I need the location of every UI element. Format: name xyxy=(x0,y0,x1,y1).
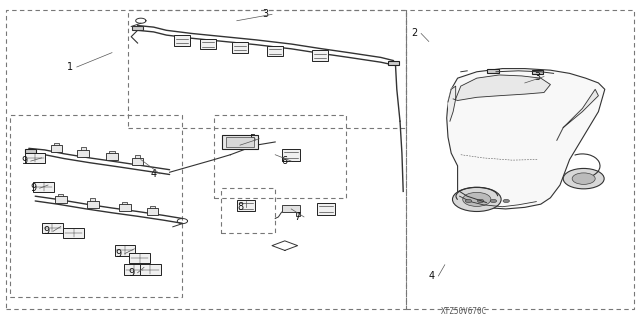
Circle shape xyxy=(572,173,595,184)
Bar xyxy=(54,143,59,145)
Bar xyxy=(487,69,499,73)
Text: 3: 3 xyxy=(262,9,269,19)
Text: 4: 4 xyxy=(150,169,157,179)
Text: XTZ50V670C: XTZ50V670C xyxy=(441,307,487,315)
Bar xyxy=(268,46,283,56)
Bar xyxy=(223,135,257,149)
Bar xyxy=(106,153,118,160)
Text: 3: 3 xyxy=(534,71,541,82)
Bar xyxy=(90,198,95,201)
Bar xyxy=(51,145,62,152)
Bar xyxy=(200,39,216,49)
Bar xyxy=(232,42,248,53)
Text: 2: 2 xyxy=(412,28,418,39)
Bar xyxy=(226,137,254,147)
Bar xyxy=(132,158,143,165)
Bar xyxy=(129,253,150,263)
Circle shape xyxy=(477,199,484,203)
Bar xyxy=(128,10,406,128)
Bar xyxy=(296,212,300,216)
Bar xyxy=(10,115,182,297)
Bar xyxy=(122,202,127,204)
Bar xyxy=(119,204,131,211)
Bar xyxy=(140,264,161,275)
Bar xyxy=(282,205,300,212)
Circle shape xyxy=(463,192,491,206)
Bar xyxy=(33,182,54,192)
Bar xyxy=(532,70,543,74)
Text: 4: 4 xyxy=(429,271,435,281)
Bar xyxy=(87,201,99,208)
Bar xyxy=(58,194,63,196)
Bar xyxy=(282,149,300,161)
Text: 8: 8 xyxy=(237,202,243,212)
Circle shape xyxy=(465,199,472,203)
Bar xyxy=(63,228,84,238)
Polygon shape xyxy=(448,86,456,121)
Bar xyxy=(174,35,191,46)
Text: 9: 9 xyxy=(44,226,50,236)
Circle shape xyxy=(503,199,509,203)
Text: 5: 5 xyxy=(250,134,256,144)
Bar xyxy=(135,155,140,158)
Text: 9: 9 xyxy=(115,249,122,259)
Circle shape xyxy=(563,168,604,189)
Bar xyxy=(237,200,255,211)
Bar xyxy=(132,26,143,30)
Text: 9: 9 xyxy=(30,183,36,193)
Bar xyxy=(77,150,89,157)
Bar xyxy=(6,10,406,309)
Bar xyxy=(406,10,634,309)
Bar xyxy=(312,50,328,61)
Bar xyxy=(25,149,36,153)
Bar xyxy=(124,264,145,275)
Polygon shape xyxy=(453,75,550,100)
Bar xyxy=(55,196,67,203)
Text: 6: 6 xyxy=(282,156,288,166)
Text: 9: 9 xyxy=(21,156,28,166)
Bar xyxy=(388,61,399,65)
Bar xyxy=(81,147,86,150)
Bar xyxy=(147,208,158,215)
Bar xyxy=(150,206,155,208)
Bar xyxy=(25,153,45,163)
Polygon shape xyxy=(447,69,605,209)
Bar xyxy=(221,188,275,233)
Bar xyxy=(115,245,135,256)
Bar xyxy=(109,151,115,153)
Text: 9: 9 xyxy=(128,268,134,278)
Circle shape xyxy=(452,187,501,211)
Text: 7: 7 xyxy=(294,212,301,222)
Polygon shape xyxy=(557,89,598,140)
Text: 1: 1 xyxy=(67,62,74,72)
Bar xyxy=(214,115,346,198)
Bar xyxy=(42,223,63,233)
Bar xyxy=(317,203,335,215)
Circle shape xyxy=(490,199,497,203)
